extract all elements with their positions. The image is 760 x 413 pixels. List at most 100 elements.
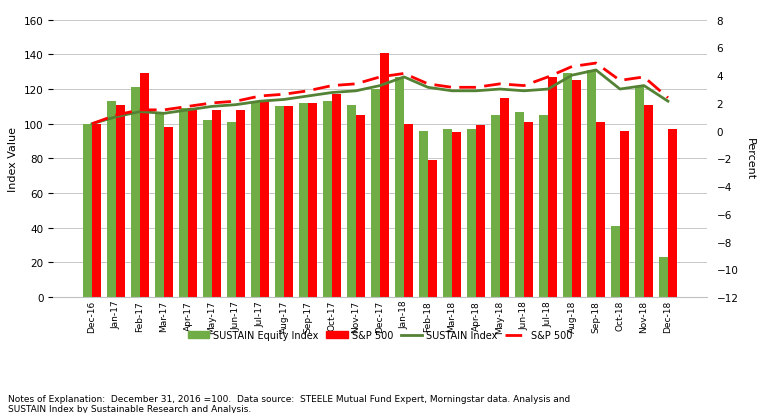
Bar [155, 114, 164, 297]
S&P 500 line [112, 113, 121, 118]
Bar [323, 102, 332, 297]
S&P 500 line [351, 82, 360, 87]
Bar [299, 104, 308, 297]
S&P 500 line [160, 108, 169, 113]
Bar [308, 104, 317, 297]
S&P 500 line [135, 108, 144, 113]
Line: S&P 500 line: S&P 500 line [92, 64, 668, 124]
SUSTAIN Index [351, 89, 360, 94]
Bar [548, 78, 557, 297]
S&P 500 line [423, 82, 432, 87]
Bar [212, 111, 221, 297]
Bar [371, 90, 380, 297]
SUSTAIN Index [303, 94, 312, 99]
SUSTAIN Index [183, 108, 192, 113]
Bar [83, 124, 92, 297]
Bar [491, 116, 500, 297]
SUSTAIN Index [471, 89, 480, 94]
S&P 500 line [519, 84, 528, 89]
Bar [452, 133, 461, 297]
SUSTAIN Index [375, 84, 385, 89]
Bar [524, 123, 533, 297]
S&P 500 line [448, 85, 457, 90]
SUSTAIN Index [328, 91, 337, 96]
S&P 500 line [303, 89, 312, 94]
S&P 500 line [591, 62, 600, 66]
S&P 500 line [543, 75, 553, 80]
Bar [476, 126, 485, 297]
S&P 500 line [496, 82, 505, 87]
SUSTAIN Index [423, 85, 432, 90]
Bar [92, 124, 101, 297]
S&P 500 line [87, 122, 97, 127]
Bar [116, 105, 125, 297]
S&P 500 line [183, 104, 192, 109]
Bar [179, 109, 188, 297]
Bar [500, 98, 509, 297]
Bar [356, 116, 365, 297]
SUSTAIN Index [496, 87, 505, 92]
S&P 500 line [280, 93, 289, 97]
SUSTAIN Index [255, 100, 264, 104]
SUSTAIN Index [207, 104, 217, 109]
S&P 500 line [375, 75, 385, 80]
Bar [203, 121, 212, 297]
SUSTAIN Index [400, 75, 409, 80]
Bar [260, 102, 269, 297]
Bar [659, 258, 668, 297]
Bar [563, 74, 572, 297]
Bar [188, 109, 197, 297]
Bar [419, 131, 428, 297]
Bar [131, 88, 140, 297]
Bar [404, 124, 413, 297]
SUSTAIN Index [232, 103, 241, 108]
SUSTAIN Index [568, 74, 577, 78]
Text: Notes of Explanation:  December 31, 2016 =100.  Data source:  STEELE Mutual Fund: Notes of Explanation: December 31, 2016 … [8, 394, 570, 413]
SUSTAIN Index [280, 98, 289, 103]
Bar [443, 130, 452, 297]
Y-axis label: Index Value: Index Value [8, 126, 18, 192]
S&P 500 line [207, 101, 217, 106]
Line: SUSTAIN Index: SUSTAIN Index [92, 71, 668, 124]
Bar [611, 226, 620, 297]
SUSTAIN Index [160, 112, 169, 116]
S&P 500 line [639, 75, 648, 80]
Y-axis label: Percent: Percent [746, 138, 755, 180]
Bar [428, 161, 437, 297]
Bar [380, 54, 389, 297]
S&P 500 line [471, 85, 480, 90]
S&P 500 line [232, 100, 241, 104]
S&P 500 line [663, 96, 673, 101]
Bar [107, 102, 116, 297]
SUSTAIN Index [135, 110, 144, 115]
S&P 500 line [255, 94, 264, 99]
S&P 500 line [568, 65, 577, 70]
SUSTAIN Index [87, 122, 97, 127]
SUSTAIN Index [448, 89, 457, 94]
SUSTAIN Index [519, 89, 528, 94]
S&P 500 line [400, 72, 409, 77]
Bar [668, 130, 677, 297]
Bar [275, 107, 284, 297]
Bar [587, 71, 596, 297]
Bar [395, 78, 404, 297]
SUSTAIN Index [639, 84, 648, 89]
Bar [227, 123, 236, 297]
S&P 500 line [616, 79, 625, 84]
SUSTAIN Index [663, 100, 673, 104]
Bar [164, 128, 173, 297]
S&P 500 line [328, 84, 337, 89]
SUSTAIN Index [543, 87, 553, 92]
Bar [635, 86, 644, 297]
Bar [236, 111, 245, 297]
Bar [596, 123, 605, 297]
Bar [284, 107, 293, 297]
Bar [332, 95, 341, 297]
Bar [539, 116, 548, 297]
Bar [620, 131, 629, 297]
Bar [347, 105, 356, 297]
Bar [467, 130, 476, 297]
Bar [515, 112, 524, 297]
Bar [644, 105, 653, 297]
Bar [251, 102, 260, 297]
